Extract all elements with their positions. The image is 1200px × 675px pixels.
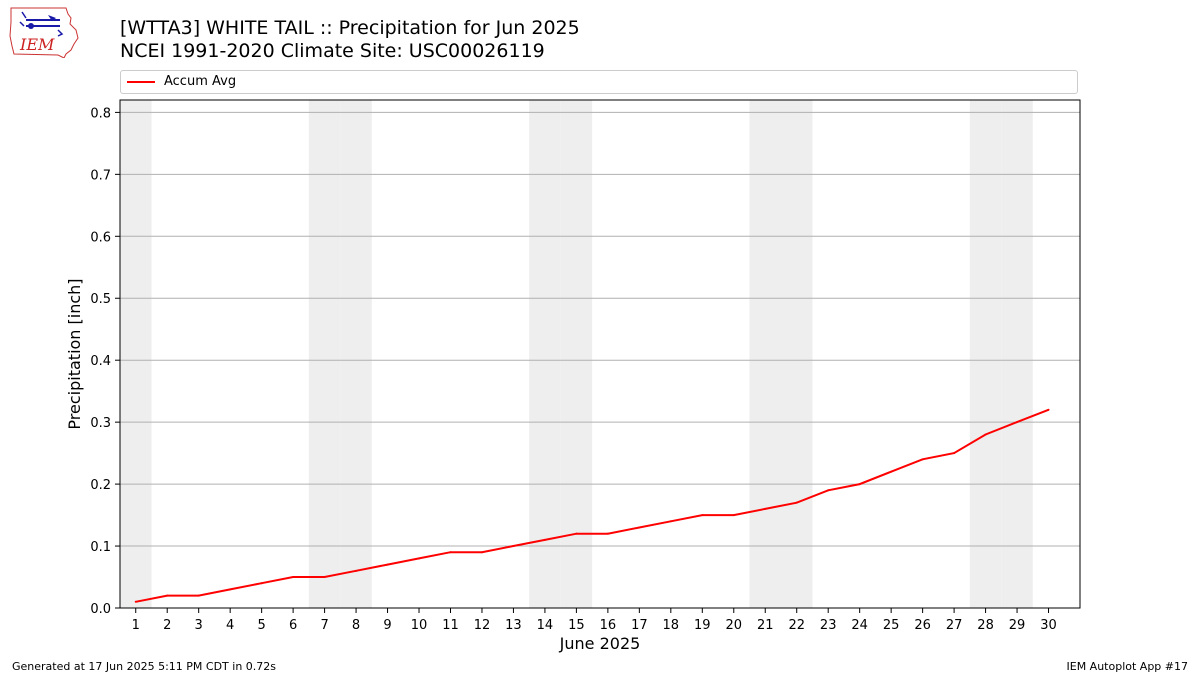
x-tick-label: 14: [537, 618, 554, 633]
x-tick-label: 15: [568, 618, 585, 633]
data-point: [418, 557, 421, 560]
y-tick-label: 0.3: [90, 416, 111, 431]
x-tick-label: 23: [820, 618, 837, 633]
x-tick-label: 19: [694, 618, 711, 633]
x-tick-label: 4: [226, 618, 234, 633]
data-point: [1016, 421, 1019, 424]
x-tick-label: 9: [383, 618, 391, 633]
y-tick-label: 0.1: [90, 540, 111, 555]
series-line-accum-avg: [135, 408, 1049, 603]
data-point: [921, 458, 924, 461]
weekend-band-day-29: [1001, 100, 1033, 608]
weekend-band-day-22: [780, 100, 813, 608]
generated-timestamp: Generated at 17 Jun 2025 5:11 PM CDT in …: [12, 660, 277, 673]
x-tick-label: 10: [411, 618, 428, 633]
legend-swatch-accum-avg: [127, 81, 155, 83]
y-tick-label: 0.5: [90, 292, 111, 307]
x-tick-label: 5: [257, 618, 265, 633]
x-tick-label: 24: [851, 618, 868, 633]
weekend-band-day-21: [749, 100, 781, 608]
data-point: [134, 600, 137, 603]
weekend-band-day-7: [308, 100, 341, 608]
y-tick-label: 0.4: [90, 354, 111, 369]
data-point: [606, 532, 609, 535]
data-point: [795, 501, 798, 504]
x-tick-label: 26: [914, 618, 931, 633]
weekend-band-day-14: [529, 100, 561, 608]
x-tick-label: 2: [163, 618, 171, 633]
x-tick-label: 20: [725, 618, 742, 633]
x-tick-label: 13: [505, 618, 522, 633]
data-point: [386, 563, 389, 566]
data-point: [1047, 408, 1050, 411]
logo-text: IEM: [19, 35, 55, 54]
data-point: [858, 483, 861, 486]
data-point: [764, 507, 767, 510]
iem-logo: IEM: [9, 7, 79, 58]
x-tick-label: 7: [320, 618, 328, 633]
data-point: [701, 514, 704, 517]
data-point: [260, 582, 263, 585]
x-tick-label: 22: [788, 618, 805, 633]
series-layer: [134, 408, 1050, 603]
x-tick-label: 12: [474, 618, 491, 633]
x-tick-label: 28: [977, 618, 994, 633]
x-tick-label: 27: [946, 618, 963, 633]
x-tick-label: 30: [1040, 618, 1057, 633]
weekend-band-day-15: [560, 100, 593, 608]
weekend-band-day-8: [340, 100, 372, 608]
x-tick-label: 17: [631, 618, 648, 633]
weekend-band-day-28: [969, 100, 1002, 608]
x-tick-label: 11: [442, 618, 459, 633]
y-tick-label: 0.2: [90, 478, 111, 493]
x-axis-label: June 2025: [559, 634, 641, 653]
x-tick-label: 29: [1009, 618, 1026, 633]
y-tick-label: 0.8: [90, 106, 111, 121]
data-point: [355, 569, 358, 572]
data-point: [480, 551, 483, 554]
data-point: [890, 470, 893, 473]
weekend-band-day-1: [120, 100, 152, 608]
x-tick-label: 16: [600, 618, 617, 633]
y-tick-label: 0.7: [90, 168, 111, 183]
x-tick-label: 21: [757, 618, 774, 633]
data-point: [732, 514, 735, 517]
x-tick-label: 25: [883, 618, 900, 633]
data-point: [449, 551, 452, 554]
data-point: [512, 545, 515, 548]
data-point: [197, 594, 200, 597]
x-tick-label: 18: [663, 618, 680, 633]
x-tick-label: 3: [195, 618, 203, 633]
x-tick-label: 6: [289, 618, 297, 633]
data-point: [229, 588, 232, 591]
data-point: [827, 489, 830, 492]
y-gridlines: [120, 111, 1080, 547]
x-axis: 1 2 3 4 5 6 7 8 9 10 11 12 13 14 15 16 17 18 19 20 21 22 23 24 2…: [132, 608, 1057, 633]
data-point: [984, 433, 987, 436]
data-point: [669, 520, 672, 523]
data-point: [323, 576, 326, 579]
y-axis-label: Precipitation [inch]: [65, 278, 84, 429]
legend-label-accum-avg: Accum Avg: [164, 74, 237, 89]
data-point: [166, 594, 169, 597]
data-point: [575, 532, 578, 535]
chart-title: [WTTA3] WHITE TAIL :: Precipitation for …: [120, 17, 580, 39]
x-tick-label: 1: [132, 618, 140, 633]
app-credit: IEM Autoplot App #17: [1066, 660, 1189, 673]
plot-frame: [119, 99, 1081, 609]
data-point: [543, 538, 546, 541]
y-tick-label: 0.0: [90, 602, 111, 617]
weekend-bands: [120, 100, 1033, 608]
data-point: [292, 576, 295, 579]
data-point: [953, 452, 956, 455]
chart-subtitle: NCEI 1991-2020 Climate Site: USC00026119: [120, 40, 545, 62]
x-tick-label: 8: [352, 618, 360, 633]
data-point: [638, 526, 641, 529]
y-tick-label: 0.6: [90, 230, 111, 245]
legend: Accum Avg: [120, 70, 1078, 94]
y-axis: 0.0 0.1 0.2 0.3 0.4 0.5 0.6 0.7 0.8: [90, 106, 120, 617]
